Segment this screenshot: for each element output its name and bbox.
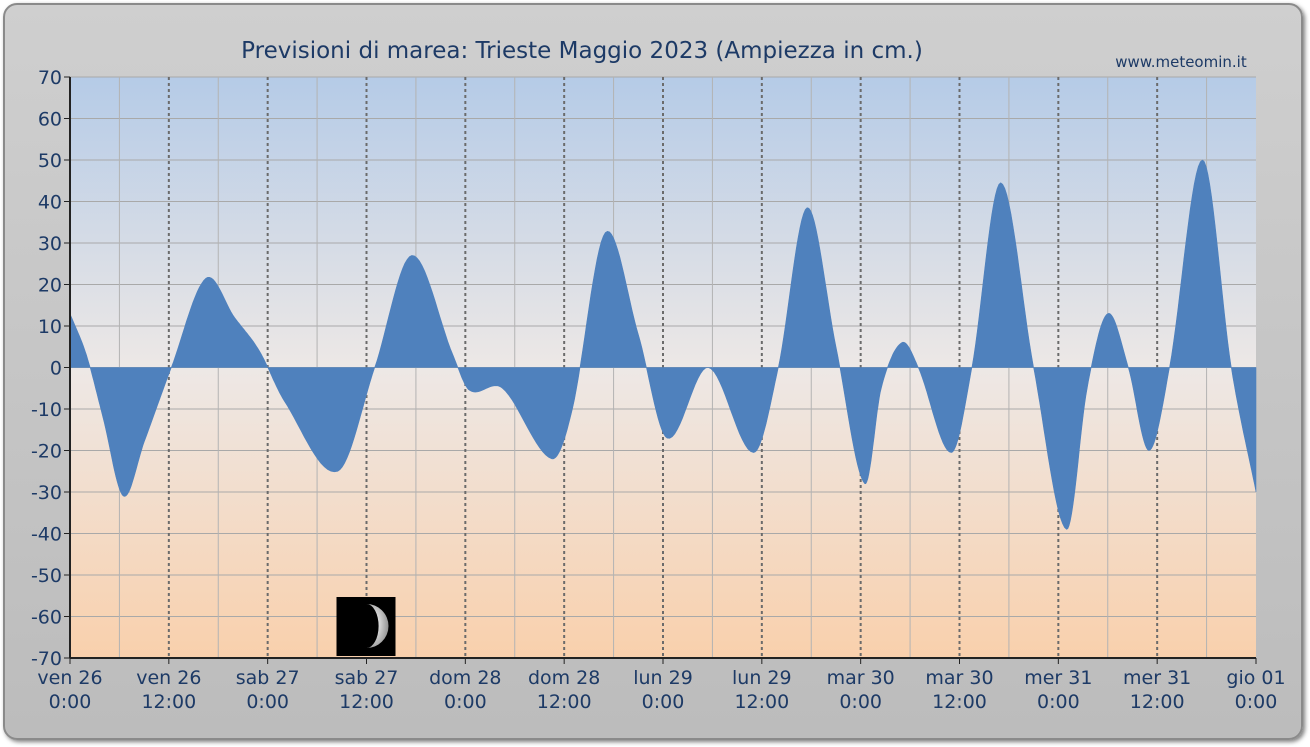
x-tick-label-time: 12:00	[932, 691, 987, 713]
y-tick-label: -70	[31, 648, 62, 670]
moon-phase-icon	[336, 597, 396, 656]
y-tick-label: 70	[38, 67, 62, 89]
x-tick-label-day: dom 28	[429, 667, 501, 689]
x-tick-label-day: mer 31	[1024, 667, 1092, 689]
y-tick-label: 50	[38, 150, 62, 172]
x-tick-label-time: 12:00	[141, 691, 196, 713]
axes	[64, 76, 1257, 664]
y-tick-label: -50	[31, 565, 62, 587]
y-tick-label: 40	[38, 192, 62, 214]
source-label: www.meteomin.it	[1115, 53, 1247, 71]
y-tick-label: 0	[50, 358, 62, 380]
x-tick-label-day: sab 27	[335, 667, 399, 689]
tide-area	[69, 159, 1257, 530]
x-tick-label-day: dom 28	[528, 667, 600, 689]
x-tick-label-time: 12:00	[734, 691, 789, 713]
y-tick-label: -10	[31, 399, 62, 421]
y-tick-label: -40	[31, 524, 62, 546]
x-tick-label-day: lun 29	[633, 667, 693, 689]
x-tick-label-day: mar 30	[925, 667, 993, 689]
x-tick-label-day: lun 29	[732, 667, 792, 689]
x-tick-label-time: 12:00	[1130, 691, 1185, 713]
y-tick-label: 30	[38, 233, 62, 255]
x-tick-label-time: 0:00	[49, 691, 92, 713]
x-tick-label-time: 12:00	[537, 691, 592, 713]
y-axis-labels: 70 60 50 40 30 20 10 0 -10 -20 -30 -40 -50 -60 -70	[31, 67, 62, 670]
y-tick-label: -60	[31, 607, 62, 629]
x-tick-label-day: ven 26	[37, 667, 102, 689]
x-tick-label-time: 0:00	[246, 691, 289, 713]
y-tick-label: -30	[31, 482, 62, 504]
x-tick-label-time: 0:00	[444, 691, 487, 713]
x-tick-label-day: gio 01	[1226, 667, 1285, 689]
tide-series	[69, 159, 1257, 530]
x-tick-label-time: 12:00	[339, 691, 394, 713]
x-tick-label-time: 0:00	[1037, 691, 1080, 713]
y-tick-label: 60	[38, 109, 62, 131]
x-tick-label-day: mer 31	[1123, 667, 1191, 689]
chart-title: Previsioni di marea: Trieste Maggio 2023…	[241, 38, 923, 64]
x-tick-label-time: 0:00	[1235, 691, 1278, 713]
y-tick-label: 20	[38, 275, 62, 297]
x-tick-label-time: 0:00	[642, 691, 685, 713]
moon-crescent-icon	[366, 604, 389, 648]
x-tick-label-time: 0:00	[839, 691, 882, 713]
y-tick-label: 10	[38, 316, 62, 338]
x-tick-label-day: sab 27	[236, 667, 300, 689]
x-tick-label-day: mar 30	[827, 667, 895, 689]
x-tick-label-day: ven 26	[136, 667, 201, 689]
y-tick-label: -20	[31, 441, 62, 463]
